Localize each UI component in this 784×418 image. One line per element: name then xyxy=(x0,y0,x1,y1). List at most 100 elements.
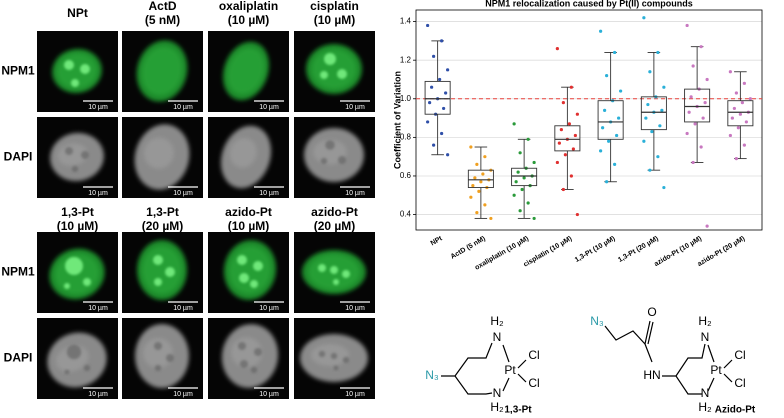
data-point xyxy=(477,189,481,194)
atom: H₂ xyxy=(698,314,712,328)
data-point xyxy=(426,23,430,28)
nucleolus xyxy=(250,280,258,288)
dark-spot xyxy=(81,151,89,159)
data-point xyxy=(748,97,752,101)
data-point xyxy=(526,137,530,141)
data-point xyxy=(605,180,609,184)
nucleolus xyxy=(165,267,175,277)
dark-spot xyxy=(166,354,174,362)
data-point xyxy=(520,187,524,192)
micrograph: 10 µm xyxy=(294,117,375,198)
data-point xyxy=(483,155,487,159)
data-point xyxy=(699,45,703,49)
nucleolus xyxy=(80,64,90,74)
atom: N₃ xyxy=(590,314,604,328)
x-tick-label: NPt xyxy=(430,235,445,247)
nucleolus xyxy=(337,69,347,79)
scale-bar-label: 10 µm xyxy=(345,190,365,197)
data-point xyxy=(555,160,559,165)
bonds xyxy=(604,320,733,395)
scale-bar-label: 10 µm xyxy=(259,391,279,398)
data-point xyxy=(699,145,703,149)
dark-spot xyxy=(342,356,350,364)
data-point xyxy=(475,162,479,166)
column-header: 1,3-Pt xyxy=(146,205,179,219)
data-point xyxy=(483,203,487,207)
atom: Pt xyxy=(710,363,722,377)
data-point xyxy=(662,85,666,89)
nucleolus xyxy=(253,261,263,271)
atom: HN xyxy=(643,368,660,382)
structure-name: Azido-Pt xyxy=(715,405,756,416)
column-header: (20 µM) xyxy=(142,219,184,233)
scale-bar-label: 10 µm xyxy=(88,104,108,111)
data-point xyxy=(559,128,563,132)
box xyxy=(727,100,754,127)
scale-bar-label: 10 µm xyxy=(345,305,365,312)
scale-bar-label: 10 µm xyxy=(259,104,279,111)
data-point xyxy=(516,170,520,174)
micrograph: 10 µm xyxy=(122,232,203,313)
data-point xyxy=(728,70,732,74)
scale-bar-label: 10 µm xyxy=(173,305,193,312)
box xyxy=(467,169,494,188)
row-label: DAPI xyxy=(4,351,33,365)
data-point xyxy=(599,29,603,33)
nucleus-core xyxy=(227,47,265,95)
data-point xyxy=(438,77,442,82)
data-point xyxy=(615,133,619,138)
data-point xyxy=(514,180,518,184)
data-point xyxy=(742,143,746,147)
box xyxy=(554,125,581,152)
data-point xyxy=(617,116,621,120)
plot-frame xyxy=(415,9,763,231)
chemical-structures: N₃ N H₂ Pt Cl Cl N H₂ 1,3-Pt N₃ O HN N H… xyxy=(425,305,756,415)
y-tick-label: 0.4 xyxy=(400,210,412,219)
data-point xyxy=(440,39,444,43)
data-point xyxy=(601,126,605,130)
dark-spot xyxy=(333,365,339,371)
dark-spot xyxy=(330,352,338,360)
data-point xyxy=(656,50,660,55)
data-point xyxy=(555,46,559,51)
data-point xyxy=(701,116,705,120)
data-point xyxy=(644,116,648,120)
nucleolus xyxy=(333,279,339,285)
data-point xyxy=(446,68,450,72)
data-point xyxy=(728,133,732,138)
micrograph: 10 µm xyxy=(208,318,289,399)
column-header: azido-Pt xyxy=(225,205,272,219)
data-point xyxy=(732,106,736,111)
micrograph: 10 µm xyxy=(208,117,289,198)
column-header: (20 µM) xyxy=(314,219,356,233)
data-point xyxy=(685,23,689,28)
data-point xyxy=(734,91,738,95)
data-point xyxy=(518,209,522,213)
micrograph: 10 µm xyxy=(122,117,203,198)
y-tick-label: 0.6 xyxy=(400,171,412,180)
row-label: NPM1 xyxy=(1,265,35,279)
scale-bar-label: 10 µm xyxy=(345,104,365,111)
data-point xyxy=(730,116,734,120)
data-point xyxy=(471,184,475,188)
data-point xyxy=(426,120,430,124)
column-header: ActD xyxy=(148,0,176,13)
data-point xyxy=(561,187,565,192)
box xyxy=(424,80,451,115)
nucleus-core xyxy=(311,49,357,89)
data-point xyxy=(656,155,660,159)
data-point xyxy=(563,153,567,157)
data-point xyxy=(440,131,444,136)
nucleolus xyxy=(65,257,83,275)
data-point xyxy=(532,216,536,221)
atom: Cl xyxy=(734,376,745,390)
micrograph: 10 µm xyxy=(37,31,118,112)
atom: H₂ xyxy=(490,314,504,328)
dark-spot xyxy=(240,360,248,368)
x-tick-label: ActD (5 nM) xyxy=(450,235,487,261)
micrograph: 10 µm xyxy=(37,117,118,198)
data-point xyxy=(442,106,446,111)
y-tick-label: 1.4 xyxy=(400,17,412,26)
data-point xyxy=(650,129,654,134)
